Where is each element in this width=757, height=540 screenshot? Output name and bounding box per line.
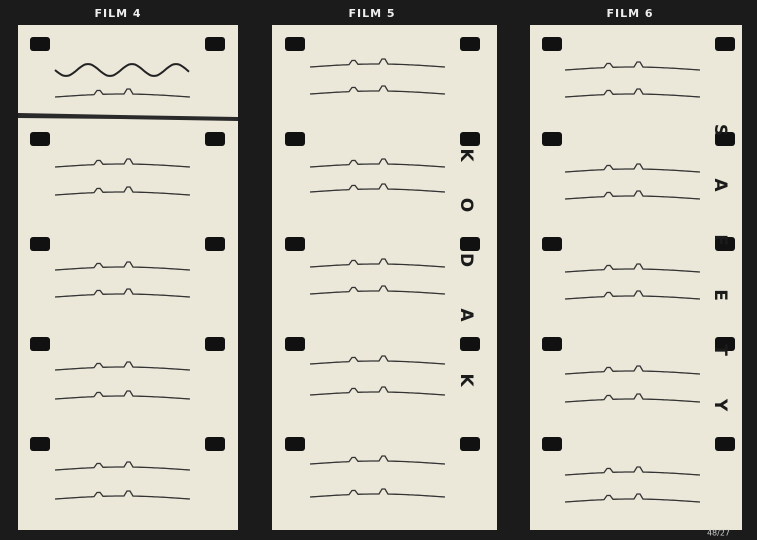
sprocket-hole: [715, 37, 735, 51]
sprocket-hole: [30, 337, 50, 351]
sprocket-hole: [205, 237, 225, 251]
sprocket-hole: [285, 337, 305, 351]
film-strip: [18, 25, 238, 530]
film-strip: [530, 25, 742, 530]
sprocket-hole: [715, 437, 735, 451]
sprocket-hole: [542, 437, 562, 451]
edge-letter: Y: [710, 398, 730, 412]
edge-letter: K: [456, 373, 476, 387]
edge-letter: S: [710, 124, 730, 136]
film-photo: FILM 4 FILM 5 FILM 6 48/27 K O D A K S A F E T Y: [0, 0, 757, 540]
film-label: FILM 4: [94, 7, 141, 20]
film-label: FILM 5: [348, 7, 395, 20]
sprocket-hole: [30, 437, 50, 451]
sprocket-hole: [460, 132, 480, 146]
sprocket-hole: [460, 237, 480, 251]
sprocket-hole: [460, 437, 480, 451]
edge-letter: D: [456, 253, 476, 267]
sprocket-hole: [542, 37, 562, 51]
sprocket-hole: [542, 132, 562, 146]
sprocket-hole: [205, 37, 225, 51]
edge-letter: E: [710, 289, 730, 301]
sprocket-hole: [30, 237, 50, 251]
sprocket-hole: [285, 237, 305, 251]
sprocket-hole: [205, 437, 225, 451]
film-strip: [272, 25, 497, 530]
edge-letter: K: [456, 148, 476, 162]
edge-letter: T: [710, 344, 730, 356]
sprocket-hole: [460, 37, 480, 51]
film-label: FILM 6: [606, 7, 653, 20]
sprocket-hole: [30, 132, 50, 146]
sprocket-hole: [285, 132, 305, 146]
edge-letter: A: [710, 178, 730, 192]
sprocket-hole: [205, 132, 225, 146]
sprocket-hole: [285, 37, 305, 51]
corner-note: 48/27: [707, 529, 730, 538]
edge-letter: F: [710, 234, 730, 246]
edge-letter: A: [456, 308, 476, 322]
sprocket-hole: [460, 337, 480, 351]
sprocket-hole: [205, 337, 225, 351]
edge-letter: O: [456, 198, 476, 212]
sprocket-hole: [542, 237, 562, 251]
sprocket-hole: [542, 337, 562, 351]
sprocket-hole: [285, 437, 305, 451]
sprocket-hole: [30, 37, 50, 51]
